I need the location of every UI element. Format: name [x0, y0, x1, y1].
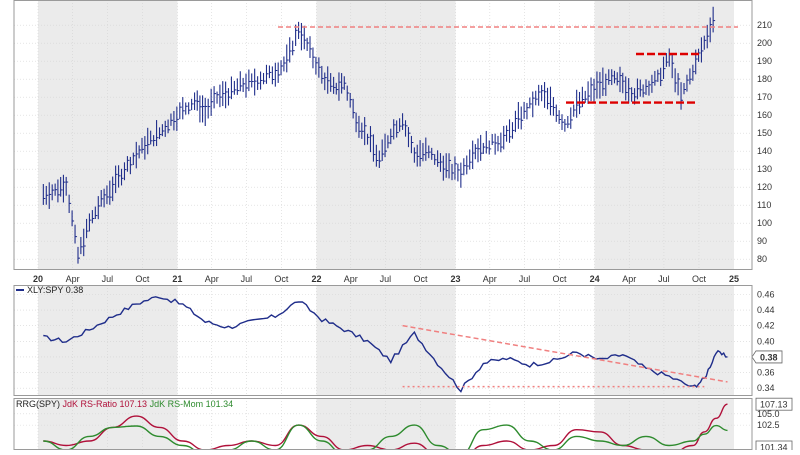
price-y-tick-label: 140: [757, 146, 772, 156]
price-y-tick-label: 110: [757, 200, 771, 210]
ratio-y-tick-label: 0.40: [757, 336, 775, 346]
rs-mom-last-value-label: 101.34: [760, 443, 788, 451]
price-y-tick-label: 200: [757, 38, 772, 48]
ratio-y-tick-label: 0.34: [757, 383, 775, 393]
price-y-tick-label: 170: [757, 92, 772, 102]
x-tick-label: Jul: [241, 274, 253, 284]
ratio-year-band: [316, 285, 456, 396]
price-series: [42, 6, 716, 264]
price-y-tick-label: 210: [757, 20, 772, 30]
x-tick-label: Jul: [519, 274, 531, 284]
x-tick-label: Oct: [135, 274, 150, 284]
x-tick-label: 23: [451, 274, 461, 284]
rrg-legend: RRG(SPY) JdK RS-Ratio 107.13 JdK RS-Mom …: [16, 399, 233, 409]
price-y-tick-label: 180: [757, 74, 772, 84]
price-y-tick-label: 120: [757, 182, 772, 192]
rs-ratio-last-value-tag: [755, 397, 793, 411]
ratio-trendline-dashed: [402, 324, 728, 383]
rrg-year-band: [38, 398, 178, 450]
ratio-legend-swatch: [16, 289, 24, 291]
ratio-y-tick-label: 0.42: [757, 321, 775, 331]
price-y-tick-label: 130: [757, 164, 772, 174]
rrg-legend-rs-mom: JdK RS-Mom 101.34: [150, 399, 234, 409]
x-tick-label: 24: [590, 274, 600, 284]
x-tick-label: Apr: [344, 274, 358, 284]
x-tick-label: 21: [172, 274, 182, 284]
rrg-series-rs-mom: [43, 424, 728, 455]
ratio-last-value-tag: [751, 350, 783, 364]
rrg-y-tick-label: 105.0: [757, 409, 780, 419]
ratio-y-tick-label: 0.44: [757, 305, 775, 315]
x-tick-label: 20: [33, 274, 43, 284]
x-tick-label: Oct: [413, 274, 428, 284]
ratio-series-xly-spy: [43, 296, 728, 393]
ratio-y-tick-label: 0.46: [757, 289, 775, 299]
price-y-tick-label: 90: [757, 236, 767, 246]
x-tick-label: Oct: [553, 274, 568, 284]
x-tick-label: 25: [729, 274, 739, 284]
price-y-tick-label: 100: [757, 218, 772, 228]
price-panel-frame: [13, 0, 753, 270]
price-y-tick-label: 80: [757, 254, 767, 264]
price-year-band: [38, 0, 178, 270]
rs-ratio-last-value-label: 107.13: [760, 400, 788, 410]
x-tick-label: Jul: [658, 274, 670, 284]
x-tick-label: Apr: [205, 274, 219, 284]
rrg-legend-prefix: RRG(SPY): [16, 399, 63, 409]
ratio-year-band: [594, 285, 734, 396]
ratio-last-value-label: 0.38: [760, 352, 778, 362]
price-year-band: [594, 0, 734, 270]
rrg-year-band: [316, 398, 456, 450]
rrg-y-tick-label: 102.5: [757, 420, 780, 430]
x-tick-label: Apr: [483, 274, 497, 284]
x-tick-label: Apr: [622, 274, 636, 284]
x-tick-label: 22: [311, 274, 321, 284]
x-tick-label: Jul: [102, 274, 114, 284]
rrg-legend-rs-ratio: JdK RS-Ratio 107.13: [63, 399, 150, 409]
x-tick-label: Apr: [66, 274, 80, 284]
x-tick-label: Jul: [380, 274, 392, 284]
price-year-band: [316, 0, 456, 270]
price-y-tick-label: 190: [757, 56, 772, 66]
ratio-year-band: [38, 285, 178, 396]
x-tick-label: Oct: [274, 274, 289, 284]
ratio-panel-frame: [13, 285, 753, 396]
price-y-tick-label: 150: [757, 128, 772, 138]
ratio-legend-label: XLY:SPY 0.38: [27, 285, 83, 295]
price-y-tick-label: 160: [757, 110, 772, 120]
x-tick-label: Oct: [692, 274, 707, 284]
ratio-y-tick-label: 0.36: [757, 368, 775, 378]
